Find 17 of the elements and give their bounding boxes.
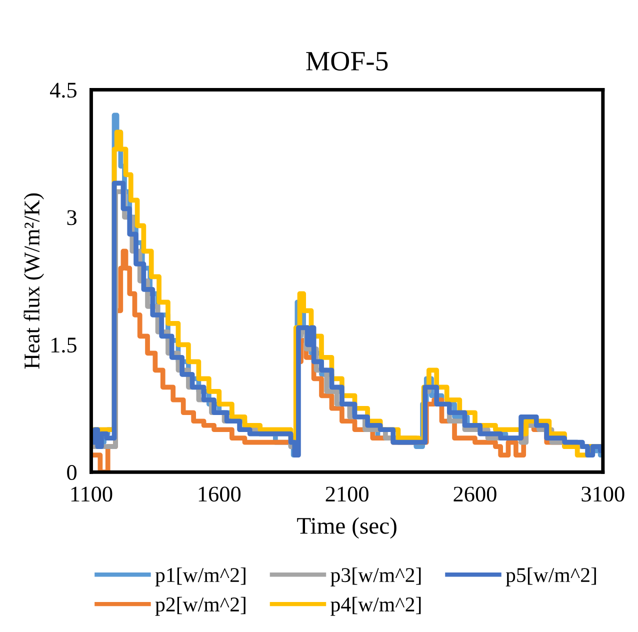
chart-title: MOF-5 xyxy=(306,52,388,71)
legend-label: p5[w/m^2] xyxy=(506,567,596,586)
y-axis-title: Heat flux (W/m²/K) xyxy=(24,193,44,369)
y-tick-label: 0 xyxy=(67,465,76,480)
x-tick-label: 2100 xyxy=(326,486,368,502)
y-tick-label: 4.5 xyxy=(50,82,76,98)
legend-label: p3[w/m^2] xyxy=(330,567,421,586)
x-tick-label: 3100 xyxy=(582,486,624,502)
x-axis-title: Time (sec) xyxy=(297,517,396,539)
legend-label: p1[w/m^2] xyxy=(155,567,246,586)
x-tick-label: 2600 xyxy=(454,486,496,502)
x-tick-label: 1100 xyxy=(71,486,112,502)
legend-label: p4[w/m^2] xyxy=(330,596,421,616)
legend-label: p2[w/m^2] xyxy=(155,596,246,616)
y-tick-label: 3 xyxy=(67,210,76,226)
x-tick-label: 1600 xyxy=(198,486,241,502)
y-tick-label: 1.5 xyxy=(52,338,76,353)
